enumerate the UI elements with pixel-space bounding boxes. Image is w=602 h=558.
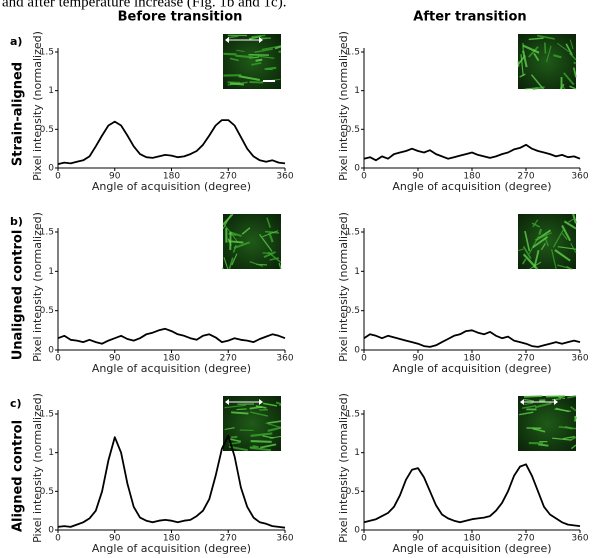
y-axis-label: Pixel intensity (normalized) (337, 31, 350, 181)
y-tick-label: 1 (354, 86, 360, 96)
x-tick-label: 360 (276, 354, 293, 364)
data-line (58, 329, 285, 344)
inset-image (518, 34, 576, 89)
row-letter: b) (10, 215, 23, 228)
panel: 00.511.5090180270360Angle of acquisition… (31, 31, 294, 193)
x-axis-label: Angle of acquisition (degree) (392, 542, 551, 555)
fiber (249, 82, 262, 83)
fiber (250, 447, 257, 448)
y-tick-label: 0 (354, 526, 360, 536)
fiber (256, 60, 263, 61)
column-header: After transition (413, 10, 526, 25)
fiber (524, 396, 542, 397)
y-tick-label: 0 (48, 526, 54, 536)
y-tick-label: 1 (48, 267, 54, 277)
fiber (223, 54, 236, 55)
y-axis-label: Pixel intensity (normalized) (31, 212, 44, 362)
fiber (231, 412, 248, 413)
x-tick-label: 0 (361, 172, 367, 182)
row-title: Unaligned control (11, 230, 26, 361)
fiber (237, 409, 247, 410)
panel: 00.511.5090180270360Angle of acquisition… (31, 212, 294, 375)
x-tick-label: 360 (571, 172, 588, 182)
inset-image (223, 396, 281, 451)
y-tick-label: 1 (48, 86, 54, 96)
x-tick-label: 0 (361, 534, 367, 544)
fiber (546, 396, 565, 397)
fiber (230, 83, 244, 84)
y-tick-label: 0 (48, 346, 54, 356)
x-tick-label: 360 (571, 354, 588, 364)
fiber (545, 43, 546, 54)
inset-image (223, 214, 281, 269)
x-tick-label: 0 (361, 354, 367, 364)
fiber (251, 441, 272, 442)
y-axis-label: Pixel intensity (normalized) (31, 31, 44, 181)
x-axis-label: Angle of acquisition (degree) (92, 362, 251, 375)
x-axis-label: Angle of acquisition (degree) (392, 362, 551, 375)
x-tick-label: 360 (571, 534, 588, 544)
fiber (538, 444, 548, 445)
y-tick-label: 0 (354, 346, 360, 356)
y-tick-label: 0 (354, 164, 360, 174)
column-header: Before transition (118, 10, 243, 25)
x-tick-label: 0 (55, 354, 61, 364)
fiber (575, 417, 576, 422)
x-tick-label: 360 (276, 172, 293, 182)
row-title: Aligned control (11, 420, 26, 532)
figure: and after temperature increase (Fig. 1b … (0, 0, 602, 558)
data-line (364, 330, 580, 347)
fiber (574, 62, 576, 63)
x-tick-label: 0 (55, 172, 61, 182)
row-title: Strain-aligned (11, 62, 26, 166)
y-tick-label: 1 (48, 448, 54, 458)
x-tick-label: 0 (55, 534, 61, 544)
y-axis-label: Pixel intensity (normalized) (31, 393, 44, 543)
y-tick-label: 0 (48, 164, 54, 174)
y-tick-label: 1 (354, 448, 360, 458)
fiber (518, 61, 519, 67)
y-axis-label: Pixel intensity (normalized) (337, 212, 350, 362)
y-tick-label: 1 (354, 267, 360, 277)
inset-image (518, 396, 576, 451)
inset-image (518, 214, 576, 269)
inset-image (223, 34, 281, 89)
panel: 00.511.5090180270360Angle of acquisition… (337, 212, 589, 375)
data-line (364, 464, 580, 526)
row-letter: a) (10, 35, 22, 48)
y-axis-label: Pixel intensity (normalized) (337, 393, 350, 543)
fiber (228, 82, 241, 83)
x-tick-label: 360 (276, 534, 293, 544)
fiber (265, 68, 277, 69)
x-axis-label: Angle of acquisition (degree) (92, 542, 251, 555)
x-axis-label: Angle of acquisition (degree) (92, 180, 251, 193)
row-letter: c) (10, 397, 22, 410)
x-axis-label: Angle of acquisition (degree) (392, 180, 551, 193)
data-line (364, 145, 580, 161)
data-line (58, 120, 285, 164)
